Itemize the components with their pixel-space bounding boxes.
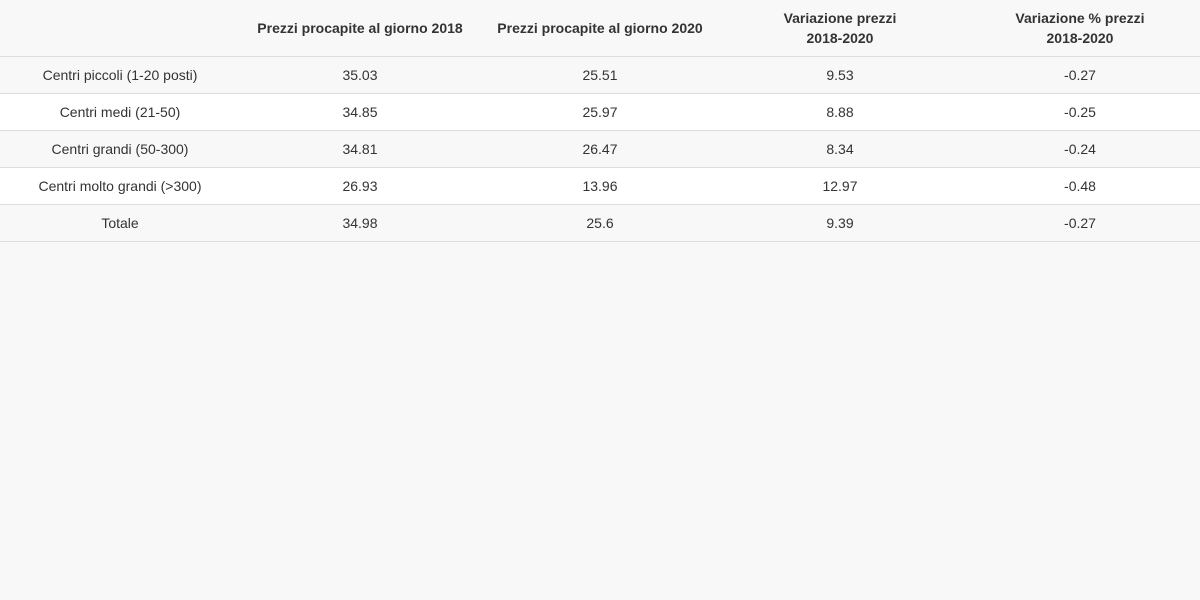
table-row: Centri piccoli (1-20 posti) 35.03 25.51 … xyxy=(0,56,1200,94)
table-cell-category: Centri piccoli (1-20 posti) xyxy=(0,56,240,94)
table-cell: 25.6 xyxy=(480,204,720,242)
table-row: Centri grandi (50-300) 34.81 26.47 8.34 … xyxy=(0,130,1200,168)
table-cell: 26.93 xyxy=(240,167,480,205)
table-cell: 34.85 xyxy=(240,93,480,131)
table-cell: 34.98 xyxy=(240,204,480,242)
header-line: 2018-2020 xyxy=(1046,30,1114,46)
table-cell: -0.27 xyxy=(960,56,1200,94)
header-line: 2018-2020 xyxy=(806,30,874,46)
table-row-total: Totale 34.98 25.6 9.39 -0.27 xyxy=(0,204,1200,242)
header-line: Variazione % prezzi xyxy=(1015,10,1145,26)
table-row: Centri molto grandi (>300) 26.93 13.96 1… xyxy=(0,167,1200,205)
table-row: Centri medi (21-50) 34.85 25.97 8.88 -0.… xyxy=(0,93,1200,131)
table-cell: -0.48 xyxy=(960,167,1200,205)
table-cell: 8.34 xyxy=(720,130,960,168)
table-cell: 13.96 xyxy=(480,167,720,205)
header-line: Variazione prezzi xyxy=(783,10,897,26)
table-cell-category: Totale xyxy=(0,204,240,242)
table-cell: 9.39 xyxy=(720,204,960,242)
data-table: Prezzi procapite al giorno 2018 Prezzi p… xyxy=(0,0,1200,242)
table-cell-category: Centri molto grandi (>300) xyxy=(0,167,240,205)
column-header-variazione-percent: Variazione % prezzi 2018-2020 xyxy=(960,0,1200,57)
column-header-variazione-prezzi: Variazione prezzi 2018-2020 xyxy=(720,0,960,57)
data-table-container: Prezzi procapite al giorno 2018 Prezzi p… xyxy=(0,0,1200,242)
table-cell: 9.53 xyxy=(720,56,960,94)
table-cell: 34.81 xyxy=(240,130,480,168)
header-row: Prezzi procapite al giorno 2018 Prezzi p… xyxy=(0,0,1200,57)
table-cell: -0.25 xyxy=(960,93,1200,131)
table-cell: -0.24 xyxy=(960,130,1200,168)
column-header-category xyxy=(0,0,240,57)
column-header-prezzi-2020: Prezzi procapite al giorno 2020 xyxy=(480,0,720,57)
header-line: Prezzi procapite al giorno 2018 xyxy=(257,20,463,36)
table-cell: 35.03 xyxy=(240,56,480,94)
table-cell-category: Centri grandi (50-300) xyxy=(0,130,240,168)
table-cell: 25.51 xyxy=(480,56,720,94)
table-cell-category: Centri medi (21-50) xyxy=(0,93,240,131)
table-cell: -0.27 xyxy=(960,204,1200,242)
table-cell: 8.88 xyxy=(720,93,960,131)
table-cell: 26.47 xyxy=(480,130,720,168)
table-cell: 12.97 xyxy=(720,167,960,205)
header-line: Prezzi procapite al giorno 2020 xyxy=(497,20,703,36)
table-cell: 25.97 xyxy=(480,93,720,131)
column-header-prezzi-2018: Prezzi procapite al giorno 2018 xyxy=(240,0,480,57)
